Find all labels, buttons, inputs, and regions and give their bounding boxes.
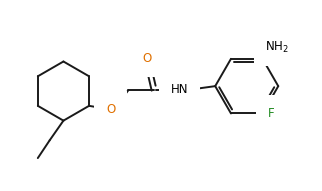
Text: O: O xyxy=(143,52,152,65)
Text: F: F xyxy=(268,107,274,120)
Text: NH$_2$: NH$_2$ xyxy=(265,40,289,55)
Text: O: O xyxy=(106,103,115,116)
Text: HN: HN xyxy=(171,83,188,96)
